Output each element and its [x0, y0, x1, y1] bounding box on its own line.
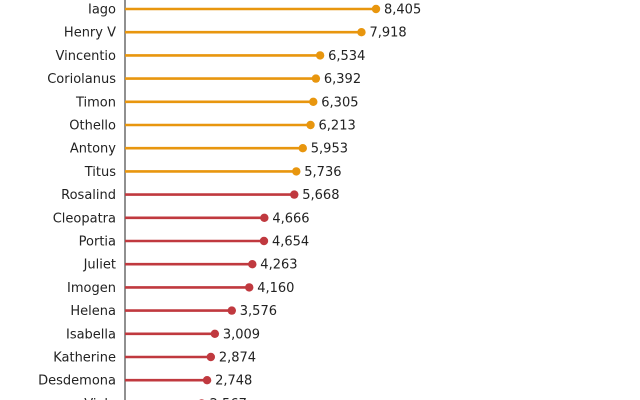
value-label: 8,405: [384, 3, 421, 18]
lollipop-dot: [292, 167, 301, 176]
category-label: Titus: [84, 165, 116, 180]
data-row: Helena 3,576: [70, 304, 277, 319]
lollipop-dot: [227, 306, 236, 315]
lollipop-dot: [371, 4, 381, 14]
category-label: Cleopatra: [53, 211, 116, 226]
value-label: 6,392: [324, 72, 361, 87]
category-label: Coriolanus: [47, 72, 116, 87]
value-label: 4,666: [272, 211, 309, 226]
data-row: Juliet 4,263: [83, 258, 298, 273]
lollipop-dot: [245, 283, 254, 292]
lollipop-dot: [357, 28, 366, 37]
lollipop-dot: [210, 329, 220, 338]
value-label: 6,305: [321, 95, 358, 110]
category-label: Rosalind: [61, 188, 116, 203]
data-row: Antony 5,953: [70, 142, 348, 157]
category-label: Juliet: [83, 258, 116, 273]
category-label: Viola: [84, 397, 116, 400]
data-row: Coriolanus 6,392: [47, 72, 361, 87]
category-label: Timon: [75, 95, 116, 110]
chart-marks: Iago 8,405 Henry V 7,918 Vincentio 6,534 Corio…: [38, 3, 421, 400]
category-label: Othello: [69, 119, 116, 134]
value-label: 3,576: [240, 304, 277, 319]
data-row: Isabella 3,009: [66, 327, 260, 342]
data-row: Imogen 4,160: [67, 281, 294, 296]
category-label: Helena: [70, 304, 116, 319]
value-label: 3,009: [223, 327, 260, 342]
value-label: 4,654: [272, 235, 309, 250]
value-label: 2,874: [219, 351, 256, 366]
category-label: Katherine: [53, 351, 116, 366]
value-label: 5,736: [304, 165, 341, 180]
lollipop-dot: [202, 376, 212, 385]
category-label: Desdemona: [38, 374, 116, 389]
data-row: Cleopatra 4,666: [53, 211, 310, 226]
category-label: Iago: [88, 3, 116, 18]
value-label: 5,668: [302, 188, 339, 203]
lollipop-dot: [298, 144, 307, 153]
value-label: 7,918: [369, 26, 406, 41]
category-label: Isabella: [66, 327, 116, 342]
data-row: Rosalind 5,668: [61, 188, 339, 203]
lollipop-dot: [290, 190, 299, 199]
category-label: Antony: [70, 142, 116, 157]
value-label: 4,263: [260, 258, 297, 273]
value-label: 2,567: [210, 397, 247, 400]
lollipop-dot: [259, 236, 269, 246]
category-label: Portia: [79, 235, 116, 250]
data-row: Henry V 7,918: [64, 26, 407, 41]
lollipop-dot: [306, 120, 315, 130]
data-row: Othello 6,213: [69, 119, 356, 134]
value-label: 6,213: [319, 119, 356, 134]
lollipop-dot: [309, 97, 318, 107]
data-row: Desdemona 2,748: [38, 374, 252, 389]
value-label: 6,534: [328, 49, 365, 64]
category-label: Vincentio: [55, 49, 116, 64]
data-row: Vincentio 6,534: [55, 49, 365, 64]
data-row: Titus 5,736: [84, 165, 342, 180]
data-row: Portia 4,654: [79, 235, 310, 250]
category-label: Imogen: [67, 281, 116, 296]
lollipop-dot: [260, 213, 269, 222]
data-row: Katherine 2,874: [53, 351, 256, 366]
value-label: 5,953: [311, 142, 348, 157]
category-label: Henry V: [64, 26, 116, 41]
data-row: Timon 6,305: [75, 95, 359, 110]
data-row: Iago 8,405: [88, 3, 421, 18]
lollipop-dot: [206, 352, 216, 362]
lollipop-dot: [315, 51, 325, 60]
value-label: 2,748: [215, 374, 252, 389]
value-label: 4,160: [257, 281, 294, 296]
lollipop-dot: [311, 74, 321, 83]
lollipop-dot: [248, 260, 257, 269]
